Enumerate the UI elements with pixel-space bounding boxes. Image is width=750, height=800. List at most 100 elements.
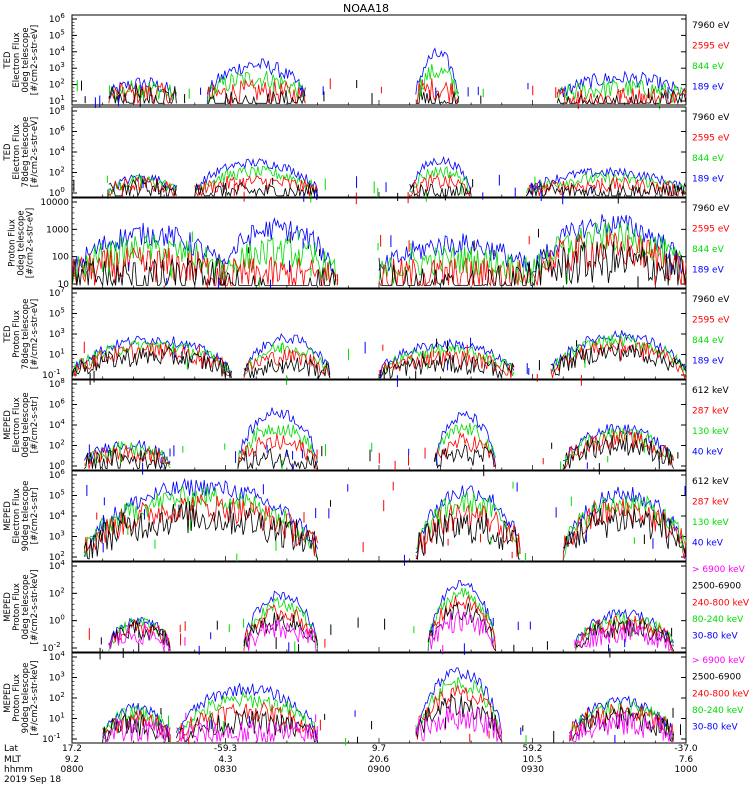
panel-3: 10 100 1000 10000 Proton Flux 0deg telescope[… bbox=[8, 197, 730, 290]
flux-trace bbox=[427, 587, 497, 649]
flux-trace bbox=[433, 410, 497, 467]
flux-trace bbox=[206, 78, 306, 105]
legend-label: 7960 eV bbox=[692, 21, 730, 31]
y-axis-label: TED bbox=[3, 325, 13, 344]
flux-trace bbox=[71, 257, 226, 287]
flux-trace bbox=[237, 407, 318, 469]
time-axis-row-label: hhmm bbox=[4, 765, 33, 775]
flux-trace bbox=[575, 620, 674, 652]
time-axis-hhmm: 0800 bbox=[61, 765, 84, 775]
flux-trace bbox=[409, 182, 472, 198]
legend-label: 2595 eV bbox=[692, 133, 730, 143]
y-axis-label: MEPED bbox=[3, 683, 13, 713]
y-axis-label: Electron Flux bbox=[12, 124, 22, 179]
y-tick-label: 101 bbox=[49, 94, 65, 107]
y-tick-label: 1000 bbox=[46, 225, 69, 235]
legend-label: 844 eV bbox=[692, 336, 725, 346]
y-axis-label: Proton Flux bbox=[12, 674, 22, 722]
y-tick-label: 100 bbox=[49, 186, 65, 199]
flux-trace bbox=[415, 47, 460, 95]
flux-trace bbox=[556, 70, 687, 98]
flux-trace bbox=[378, 233, 533, 276]
time-axis-mlt: 9.2 bbox=[65, 755, 79, 765]
y-tick-label: 103 bbox=[49, 671, 65, 684]
time-axis-row-label: 2019 Sep 18 bbox=[4, 775, 61, 785]
flux-trace bbox=[243, 590, 318, 649]
y-tick-label: 103 bbox=[49, 530, 65, 543]
flux-trace bbox=[378, 344, 515, 378]
y-tick-label: 105 bbox=[49, 489, 65, 502]
legend-label: 240-800 keV bbox=[692, 598, 750, 608]
flux-trace bbox=[562, 427, 675, 468]
flux-trace bbox=[415, 693, 503, 742]
panel-traces bbox=[71, 214, 687, 290]
flux-trace bbox=[526, 176, 687, 197]
flux-trace bbox=[219, 267, 337, 286]
y-axis-label: 78deg telescope bbox=[21, 117, 31, 188]
time-axis-row-label: Lat bbox=[4, 744, 19, 754]
flux-trace bbox=[409, 173, 472, 198]
flux-trace bbox=[532, 241, 687, 287]
flux-trace bbox=[207, 87, 306, 105]
legend-label: 287 keV bbox=[692, 497, 729, 507]
flux-trace bbox=[550, 343, 687, 376]
flux-trace bbox=[415, 492, 521, 556]
y-tick-label: 100 bbox=[49, 614, 65, 627]
y-axis-label: 0deg telescope bbox=[21, 574, 31, 639]
y-tick-label: 104 bbox=[49, 509, 65, 522]
panel-5: 100 102 104 106 108 MEPED Electron Flux 0deg te… bbox=[3, 377, 729, 477]
legend-label: 30-80 keV bbox=[692, 632, 738, 642]
y-tick-label: 10-1 bbox=[42, 732, 60, 745]
legend-label: 2595 eV bbox=[692, 315, 730, 325]
panel-traces bbox=[83, 407, 679, 477]
panel-frame bbox=[71, 106, 687, 198]
flux-trace bbox=[206, 70, 306, 104]
legend-label: > 6900 keV bbox=[692, 565, 746, 575]
y-tick-label: 108 bbox=[49, 104, 65, 117]
y-tick-label: 101 bbox=[49, 712, 65, 725]
flux-trace bbox=[433, 423, 497, 463]
flux-trace bbox=[562, 498, 687, 560]
legend-label: 30-80 keV bbox=[692, 723, 738, 733]
flux-trace bbox=[409, 155, 472, 195]
flux-trace bbox=[194, 158, 318, 192]
y-tick-label: 106 bbox=[49, 398, 65, 411]
y-tick-label: 104 bbox=[49, 559, 65, 572]
flux-trace bbox=[219, 256, 337, 286]
flux-trace bbox=[243, 333, 331, 376]
flux-trace bbox=[108, 82, 177, 104]
time-axis-lat: -59.3 bbox=[214, 744, 237, 754]
legend-label: 189 eV bbox=[692, 356, 725, 366]
y-axis-label: 0deg telescope bbox=[21, 27, 31, 92]
y-axis-label: Electron Flux bbox=[12, 32, 22, 87]
y-tick-label: 103 bbox=[49, 61, 65, 74]
flux-trace bbox=[243, 341, 330, 378]
flux-trace bbox=[176, 690, 318, 738]
y-tick-label: 102 bbox=[49, 78, 65, 91]
y-tick-label: 102 bbox=[49, 439, 65, 452]
flux-trace bbox=[71, 346, 232, 378]
y-tick-label: 106 bbox=[49, 468, 65, 481]
panel-4: 10-1 101 103 105 107 TED Proton Flux 78deg tele… bbox=[3, 286, 730, 387]
legend-label: 844 eV bbox=[692, 154, 725, 164]
flux-trace bbox=[71, 339, 232, 377]
y-axis-label: Proton Flux bbox=[12, 310, 22, 358]
legend-label: 2595 eV bbox=[692, 224, 730, 234]
legend-label: 130 keV bbox=[692, 518, 729, 528]
time-axis-row-label: MLT bbox=[4, 755, 22, 765]
legend-label: 7960 eV bbox=[692, 295, 730, 305]
flux-trace bbox=[556, 78, 687, 103]
y-axis-label: TED bbox=[3, 143, 13, 162]
y-tick-label: 102 bbox=[49, 586, 65, 599]
legend-label: 189 eV bbox=[692, 82, 725, 92]
flux-trace bbox=[108, 622, 171, 653]
flux-trace bbox=[433, 444, 496, 469]
legend-label: 189 eV bbox=[692, 174, 725, 184]
flux-trace bbox=[568, 706, 675, 743]
flux-trace bbox=[71, 246, 226, 287]
flux-trace bbox=[102, 713, 171, 743]
flux-trace bbox=[194, 175, 318, 198]
